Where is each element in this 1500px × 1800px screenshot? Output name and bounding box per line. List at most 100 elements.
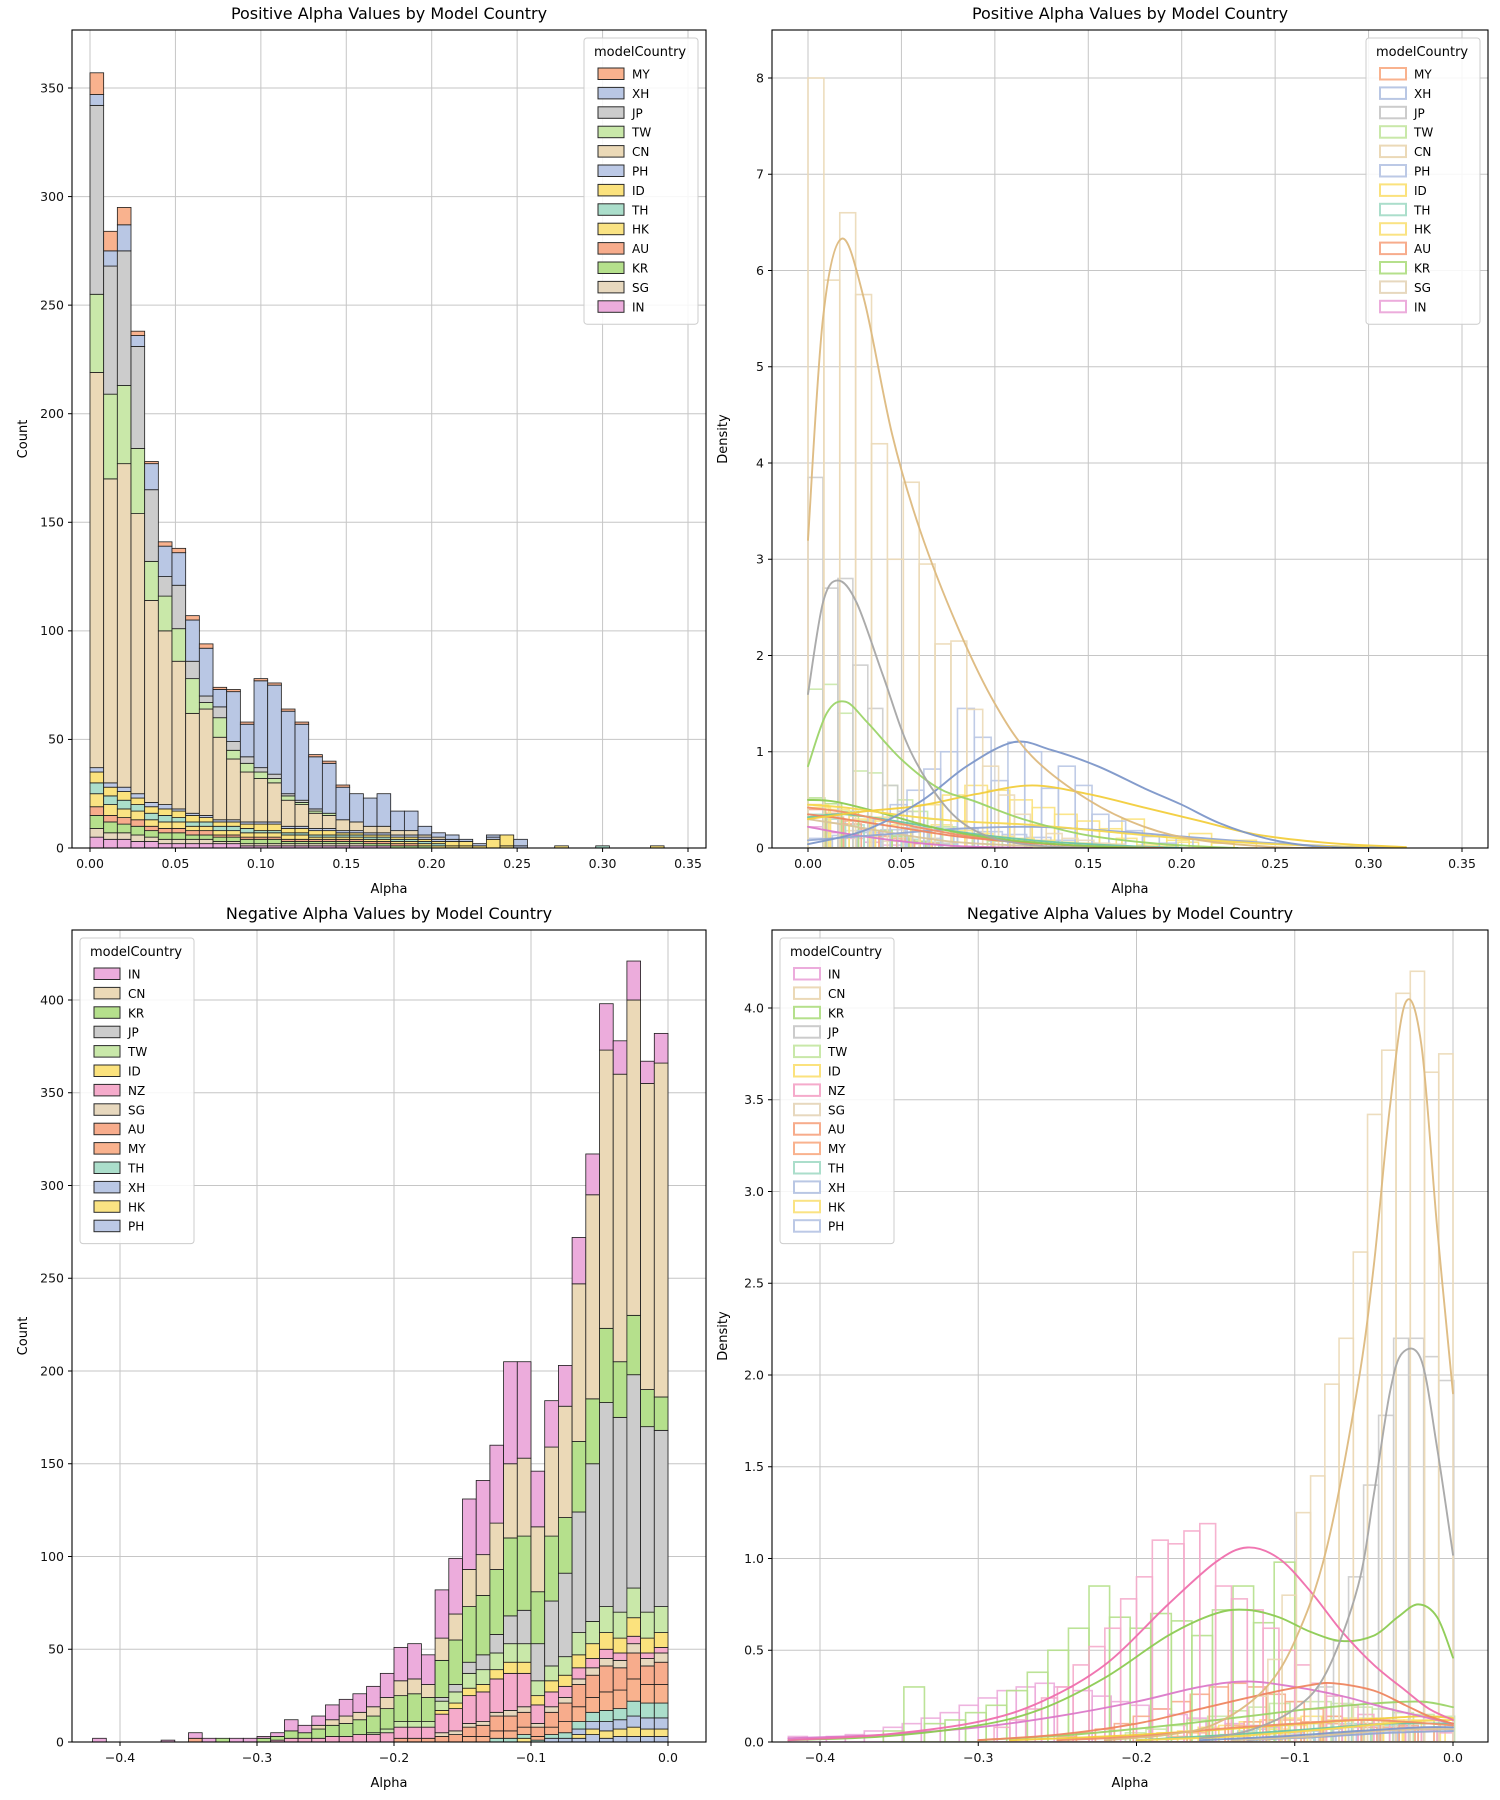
bar-segment-TH: [198, 821, 214, 827]
bar-segment-XH: [239, 723, 255, 758]
legend-label-NZ: NZ: [128, 1084, 145, 1098]
y-tick-label: 200: [40, 1363, 64, 1378]
bar-segment-AU: [612, 1667, 628, 1691]
legend-label-KR: KR: [128, 1006, 144, 1020]
legend-swatch-MY: [793, 1141, 821, 1156]
x-tick-label: 0.35: [674, 856, 702, 871]
legend-swatch-JP: [793, 1025, 821, 1039]
bar-segment-JP: [116, 250, 132, 386]
y-axis-label: Count: [16, 420, 31, 459]
kde-line-SG: [1230, 1728, 1454, 1742]
bar-segment-ID: [530, 1695, 546, 1706]
bar-segment-PH: [116, 786, 132, 792]
bar-segment-KR: [585, 1398, 600, 1465]
kde-line-XH: [807, 740, 1370, 848]
bar-segment-ID: [280, 828, 296, 834]
legend-label-IN: IN: [828, 968, 841, 982]
plot-area-neg_hist: [92, 960, 669, 1742]
bar-segment-TW: [130, 448, 146, 514]
legend-label-HK: HK: [128, 1200, 146, 1214]
density-bar-CN: [1437, 1053, 1454, 1742]
bar-segment-IN: [116, 838, 132, 848]
bar-segment-IN: [626, 960, 642, 1001]
bar-segment-IN: [311, 1715, 326, 1726]
bar-segment-HK: [116, 808, 132, 818]
bar-segment-HK: [212, 830, 228, 836]
bar-segment-CN: [379, 1697, 395, 1710]
bar-segment-ID: [599, 1632, 614, 1650]
bar-segment-SG: [130, 834, 146, 842]
bar-segment-MY: [89, 72, 105, 95]
bar-segment-JP: [448, 1684, 463, 1693]
bar-segment-TW: [599, 1606, 614, 1633]
axes-spine: [771, 929, 1489, 1743]
bar-segment-HK: [103, 804, 118, 816]
bar-segment-SG: [198, 838, 214, 845]
bar-segment-JP: [653, 1429, 669, 1607]
bar-segment-JP: [130, 345, 146, 449]
bar-segment-KR: [612, 1361, 628, 1418]
bar-segment-AU: [585, 1674, 600, 1698]
legend-title: modelCountry: [594, 45, 686, 60]
kde-line-TW: [807, 700, 1239, 848]
axis-ticks-pos_hist: 0.00 0.05 0.10 0.15 0.20 0.25 0.30 0.35 0 50 100 15…: [40, 80, 702, 871]
legend-swatch-ID: [597, 183, 625, 197]
bar-segment-XH: [558, 1737, 573, 1742]
bar-segment-IN: [338, 1698, 354, 1717]
bar-segment-AU: [407, 1737, 422, 1742]
bar-segment-KR: [448, 1639, 463, 1685]
bar-segment-TH: [585, 1711, 600, 1722]
density-bar-TW: [807, 688, 824, 848]
bar-segment-TH: [226, 825, 241, 832]
bar-segment-AU: [640, 1665, 655, 1685]
bar-segment-ID: [444, 841, 460, 847]
x-tick-label: −0.1: [1280, 1750, 1310, 1765]
bar-segment-SG: [653, 1652, 669, 1663]
bar-segment-TH: [239, 828, 255, 834]
bar-segment-KR: [462, 1606, 477, 1663]
y-tick-label: 0: [56, 840, 64, 855]
legend-label-TH: TH: [827, 1162, 844, 1176]
panel-neg_density: −0.4 −0.3 −0.2 −0.1 0.0 0.0 0.5 1.0 1.5 2.0 2.5 3.0…: [716, 904, 1489, 1791]
bar-segment-KR: [198, 834, 214, 840]
bar-segment-XH: [585, 1721, 600, 1730]
density-bar-IN: [1034, 1682, 1056, 1742]
panel-pos_hist: 0.00 0.05 0.10 0.15 0.20 0.25 0.30 0.35 0 50 100 15…: [16, 4, 707, 897]
bar-segment-AU: [653, 1661, 669, 1685]
legend-label-ID: ID: [828, 1065, 841, 1079]
x-axis-label: Alpha: [1112, 882, 1149, 897]
bar-segment-MY: [308, 754, 323, 758]
bar-segment-TH: [185, 821, 200, 827]
bar-segment-ID: [226, 821, 241, 827]
y-tick-label: 350: [40, 80, 64, 95]
bar-segment-XH: [513, 838, 528, 847]
bar-segment-IN: [640, 1060, 655, 1084]
bar-segment-HK: [294, 834, 310, 840]
bar-segment-CN: [612, 1073, 628, 1363]
bar-segment-NZ: [544, 1691, 559, 1708]
bar-segment-ID: [558, 1674, 573, 1687]
legend-label-XH: XH: [128, 1181, 145, 1195]
bar-segment-MY: [321, 760, 337, 764]
legend-label-SG: SG: [632, 281, 649, 295]
bar-segment-ID: [157, 808, 173, 816]
bar-segment-IN: [585, 1153, 600, 1196]
bar-segment-TW: [407, 1721, 422, 1728]
y-tick-label: 100: [40, 1549, 64, 1564]
bar-segment-KR: [640, 1389, 655, 1428]
legend-label-AU: AU: [1414, 242, 1431, 256]
legend-swatch-IN: [1379, 299, 1407, 314]
bar-segment-XH: [280, 710, 296, 795]
bar-segment-IN: [171, 843, 187, 848]
y-tick-label: 0.5: [744, 1643, 764, 1658]
legend-label-HK: HK: [1414, 223, 1432, 237]
bar-segment-XH: [612, 1719, 628, 1730]
bar-segment-TH: [489, 1737, 504, 1742]
bar-segment-CN: [403, 830, 419, 836]
bar-segment-TW: [653, 1606, 669, 1633]
bar-segment-AU: [516, 1711, 532, 1728]
x-tick-label: 0.15: [1074, 856, 1102, 871]
bar-segment-HK: [171, 821, 187, 829]
bar-segment-CN: [253, 778, 269, 823]
bar-segment-AU: [116, 817, 132, 825]
